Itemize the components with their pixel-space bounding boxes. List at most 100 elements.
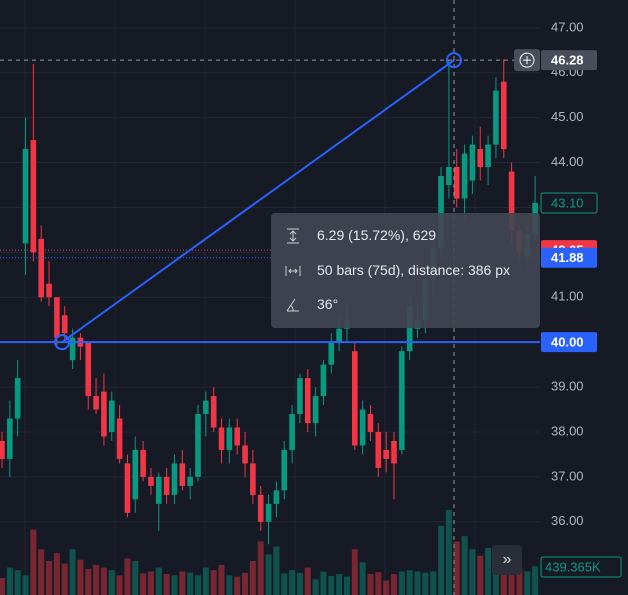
candle-body — [7, 418, 13, 459]
candle-body — [367, 414, 374, 432]
candle-body — [61, 315, 68, 334]
angle: 36° — [317, 296, 339, 312]
volume-bar — [69, 549, 76, 595]
volume-bar — [508, 558, 515, 595]
volume-bar — [383, 580, 390, 595]
scroll-button[interactable]: » — [492, 545, 522, 575]
candle-body — [328, 342, 335, 365]
candle-body — [140, 449, 146, 477]
candle-body — [477, 149, 484, 168]
volume-bar — [414, 571, 421, 595]
volume-bar — [226, 575, 233, 595]
volume-bar — [163, 574, 170, 595]
crosshair-price-bg — [541, 50, 597, 71]
axis-bg — [540, 0, 628, 595]
candle-body — [352, 351, 358, 446]
volume-bar — [116, 575, 123, 595]
volume-bar — [312, 579, 319, 595]
volume-bar — [343, 576, 350, 595]
volume-bar — [171, 575, 178, 595]
candle-body — [210, 396, 217, 428]
volume-bar — [140, 573, 147, 595]
icon — [285, 266, 301, 276]
candle-body — [0, 440, 5, 459]
candle-body — [359, 409, 366, 446]
candle-body — [383, 449, 389, 459]
volume-bar — [391, 574, 397, 595]
candle-body — [391, 440, 397, 464]
candle-body — [203, 400, 209, 415]
candle-body — [265, 503, 272, 522]
volume-bar — [398, 571, 405, 595]
candle-body — [54, 297, 60, 338]
candle-body — [336, 328, 342, 343]
y-tick-label: 47.00 — [551, 19, 584, 34]
candle-body — [250, 463, 256, 495]
candle-body — [297, 378, 303, 415]
y-tick-label: 36.00 — [551, 513, 584, 528]
volume-bar — [187, 572, 194, 595]
volume-bar — [422, 572, 429, 595]
volume-bar — [359, 562, 366, 595]
candle-body — [281, 449, 288, 491]
candle-body — [171, 463, 178, 495]
candle-body — [485, 144, 491, 168]
volume-bar — [304, 567, 311, 595]
volume-bar — [430, 571, 437, 595]
candle-body — [85, 342, 92, 397]
volume-bar — [22, 575, 29, 595]
y-tick-label: 45.00 — [551, 109, 584, 124]
volume-bar — [524, 571, 531, 595]
candle-body — [187, 476, 193, 486]
blue-price: 41.88 — [551, 250, 584, 265]
volume-bar — [351, 549, 358, 595]
candle-body — [406, 306, 413, 352]
candle-body — [273, 490, 280, 504]
volume-bar — [500, 561, 507, 595]
volume-bar — [14, 570, 21, 595]
volume-bar — [367, 574, 374, 595]
y-tick-label: 44.00 — [551, 154, 584, 169]
candle-body — [226, 427, 233, 450]
volume-bar — [85, 568, 92, 595]
volume-bar — [61, 563, 68, 595]
volume-bar — [477, 555, 484, 595]
volume-bar — [124, 558, 131, 595]
candle-body — [156, 476, 162, 504]
volume-bar — [265, 554, 272, 595]
anchor — [54, 334, 70, 351]
candle-body — [163, 476, 170, 495]
volume-bar — [234, 576, 241, 595]
crosshair-price: 46.28 — [551, 53, 584, 68]
line-price: 40.00 — [551, 335, 584, 350]
volume-bar — [453, 541, 460, 595]
volume-bar — [492, 559, 499, 595]
volume-bar — [0, 578, 5, 595]
volume-badge-bg — [540, 556, 622, 578]
volume-bar — [516, 568, 523, 595]
candle-body — [148, 476, 154, 486]
volume-bar — [289, 570, 296, 595]
volume-bar — [100, 567, 107, 595]
candle-body — [38, 238, 44, 298]
candle-body — [14, 378, 21, 419]
candle-body — [500, 81, 507, 150]
candle-body — [108, 400, 115, 432]
volume-bar — [469, 549, 476, 595]
volume-bar — [532, 566, 539, 595]
volume-bar — [210, 570, 217, 595]
candle-body — [312, 396, 319, 424]
candle-body — [399, 351, 405, 450]
line-price-bg — [541, 332, 597, 353]
bar-range: 50 bars (75d), distance: 386 px — [317, 262, 511, 278]
candle-body — [46, 283, 52, 298]
volume-bar — [273, 546, 280, 595]
volume-bar — [132, 561, 139, 595]
volume-bar — [281, 573, 288, 595]
last-price-bg — [540, 192, 598, 214]
volume-bar — [53, 553, 60, 595]
volume-bar — [6, 567, 13, 595]
candle-body — [289, 414, 295, 450]
volume-bar — [108, 570, 115, 595]
